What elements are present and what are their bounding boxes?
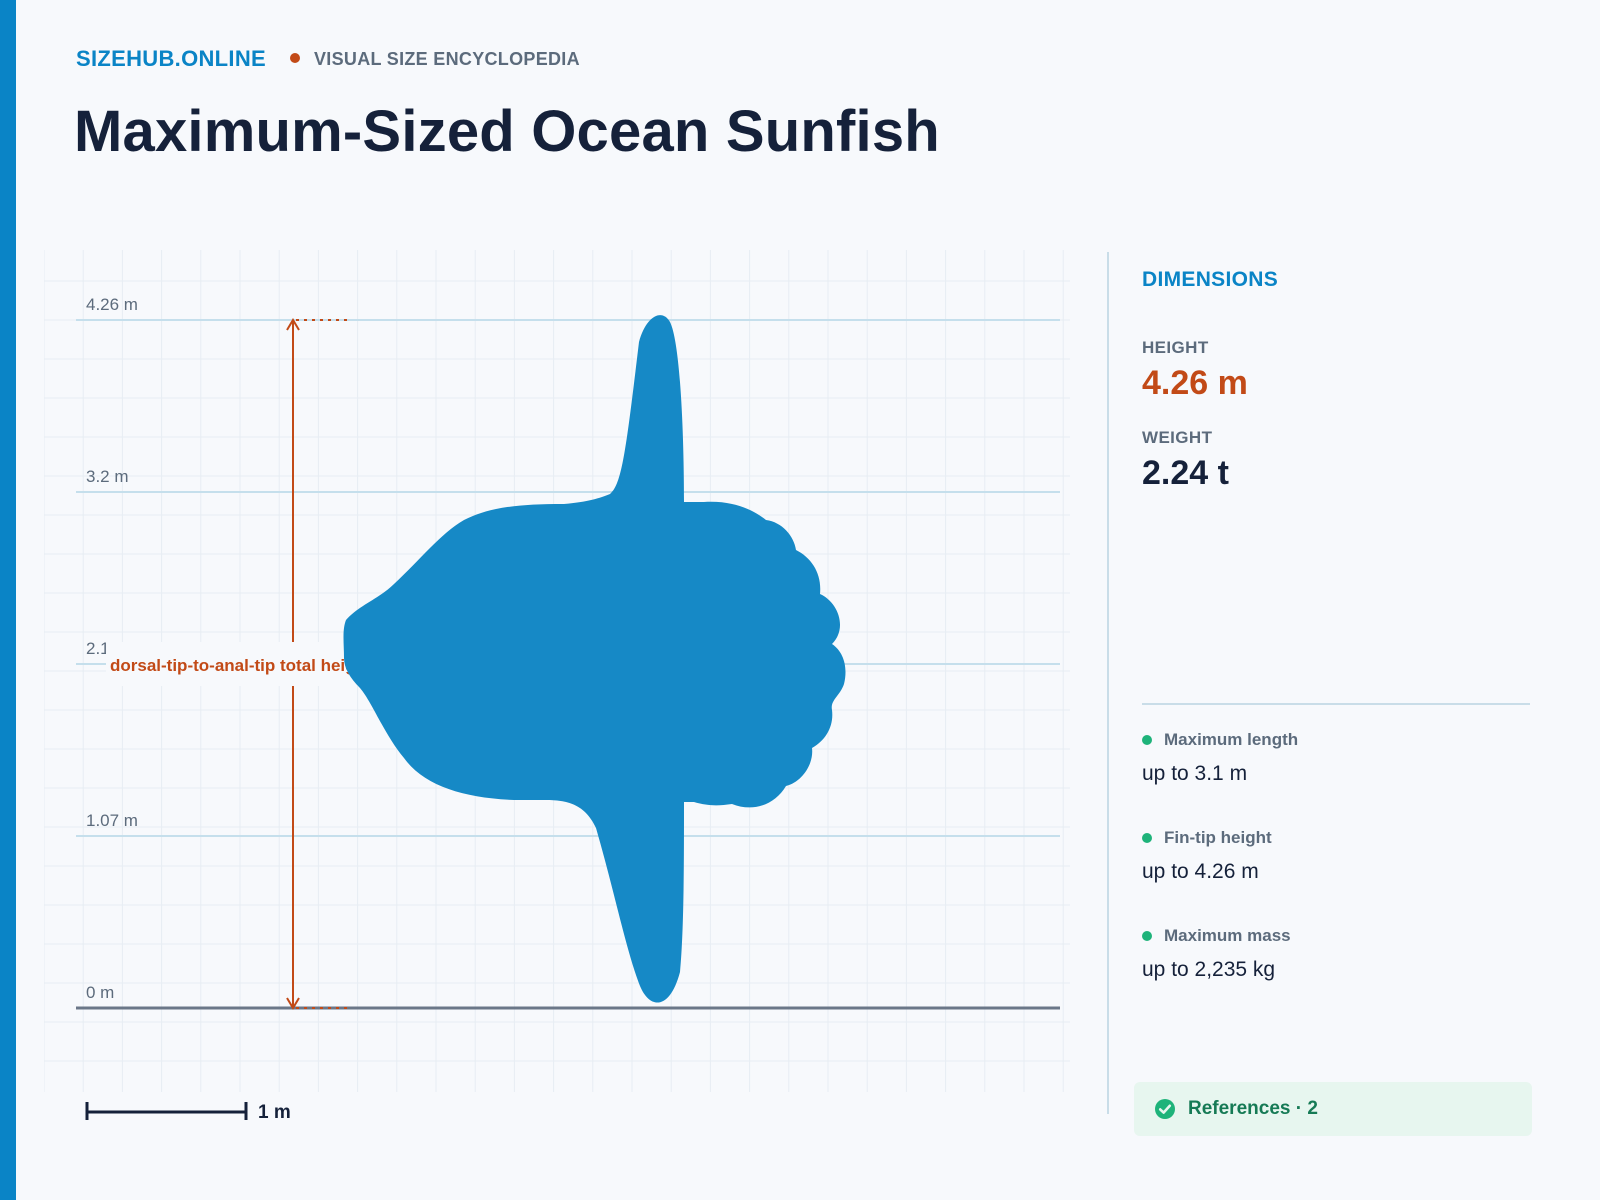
tick-label: 3.2 m [86, 467, 129, 486]
height-label: HEIGHT [1142, 338, 1209, 357]
tick-label: 1.07 m [86, 811, 138, 830]
site-name[interactable]: SIZEHUB.ONLINE [76, 46, 266, 71]
measure-label-bg [106, 642, 366, 686]
references-button[interactable]: References · 2 [1134, 1082, 1532, 1136]
fact-item: Maximum length up to 3.1 m [1142, 730, 1532, 786]
measure-arrow-top-icon [286, 318, 300, 331]
bullet-dot-icon [1142, 833, 1152, 843]
references-label: References · 2 [1188, 1098, 1318, 1119]
measure-arrow-bottom-icon [286, 997, 300, 1010]
bullet-dot-icon [1142, 735, 1152, 745]
fact-label: Maximum mass [1164, 926, 1291, 945]
tick-label: 0 m [86, 983, 114, 1002]
check-circle-icon [1155, 1099, 1175, 1119]
panel-divider [1107, 252, 1109, 1114]
bullet-dot-icon [1142, 931, 1152, 941]
page-title: Maximum-Sized Ocean Sunfish [74, 99, 940, 164]
scale-bar [85, 1102, 248, 1120]
fact-item: Fin-tip height up to 4.26 m [1142, 828, 1532, 884]
scale-bar-label: 1 m [258, 1102, 291, 1120]
dimensions-title: DIMENSIONS [1142, 268, 1279, 291]
height-measure: dorsal-tip-to-anal-tip total height [106, 318, 372, 1010]
tick-label: 4.26 m [86, 295, 138, 314]
weight-label: WEIGHT [1142, 428, 1213, 447]
accent-bar [0, 0, 16, 1200]
fact-value: up to 4.26 m [1142, 860, 1259, 883]
size-diagram-svg: 4.26 m 3.2 m 2.13 m 1.07 m 0 m dorsal-ti… [44, 250, 1070, 1120]
fact-value: up to 2,235 kg [1142, 958, 1276, 981]
height-value: 4.26 m [1142, 364, 1248, 402]
site-header: SIZEHUB.ONLINE VISUAL SIZE ENCYCLOPEDIA [76, 46, 580, 72]
fact-label: Maximum length [1164, 730, 1299, 749]
size-diagram: 4.26 m 3.2 m 2.13 m 1.07 m 0 m dorsal-ti… [44, 250, 1092, 1120]
separator-dot-icon [290, 53, 300, 63]
fact-label: Fin-tip height [1164, 828, 1272, 847]
measure-label: dorsal-tip-to-anal-tip total height [110, 656, 372, 675]
weight-value: 2.24 t [1142, 454, 1229, 492]
fact-item: Maximum mass up to 2,235 kg [1142, 926, 1532, 982]
site-tagline: VISUAL SIZE ENCYCLOPEDIA [314, 48, 580, 69]
fact-value: up to 3.1 m [1142, 762, 1248, 785]
ocean-sunfish-silhouette [343, 315, 846, 1003]
fish-body [343, 315, 846, 1003]
panel-separator [1142, 703, 1530, 705]
